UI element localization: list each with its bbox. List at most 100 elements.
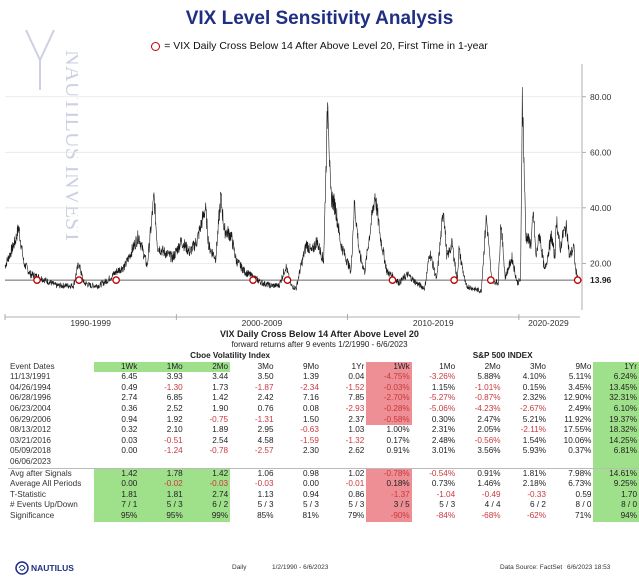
table-cell: 1.78 [139,467,185,480]
event-date: 06/06/2023 [10,456,51,466]
table-cell: -0.03 [184,479,231,490]
table-cell: 0.91% [457,467,503,480]
table-cell: 3.44 [212,372,229,382]
table-cell: 0.49 [121,382,138,392]
nautilus-logo: NAUTILUS [15,561,74,575]
table-cell: -2.34 [300,382,319,392]
watermark-logo: NAUTILUS INVESTMENT RESEARCH [25,29,78,240]
event-marker [573,276,582,284]
table-cell: -0.01 [345,479,365,489]
event-marker-icon [151,41,161,51]
table-cell: 5 / 3 [257,500,274,510]
table-cell: 10.06% [563,435,592,445]
event-row: 06/29/2006 0.94 1.92 -0.75 -1.31 1.50 2.37 -0.5… [8,414,639,426]
table-cell: 5.11% [568,372,592,382]
table-cell: 2.74 [121,393,138,403]
table-cell: 0.04 [348,372,365,382]
column-header-vix-1mo: 1Mo [139,361,185,373]
table-cell: 0.15% [522,382,546,392]
table-cell: 1.70 [593,489,639,501]
table-cell: 1.73 [212,382,229,392]
table-cell: -0.56% [474,435,501,445]
footer-timestamp: 6/6/2023 18:53 [567,564,611,571]
table-cell: 0.00 [121,446,138,456]
table-cell: -0.28% [366,403,412,415]
column-header-spx-9mo: 9Mo [575,361,592,371]
group-header-spx: S&P 500 INDEX [472,351,533,360]
event-marker [75,276,83,284]
table-cell [412,457,457,468]
table-cell: 8 / 0 [575,500,592,510]
table-cell: 5.88% [477,372,501,382]
table-title: VIX Daily Cross Below 14 After Above Lev… [220,329,419,339]
column-header-vix-1yr: 1Yr [351,361,365,371]
table-cell [185,457,230,468]
footer-source: Data Source: FactSet [500,564,563,571]
table-cell: -2.93 [345,403,365,413]
table-cell: -0.03% [366,382,412,394]
table-cell: 0.94 [302,489,319,499]
table-cell: 19.37% [593,414,639,426]
column-header-spx-2mo: 2Mo [484,361,501,371]
table-cell: 2.32% [522,393,546,403]
table-cell [321,457,366,468]
table-cell: 12.90% [563,393,592,403]
period-label: 2000-2009 [242,318,283,328]
table-cell: 7.98% [547,467,594,480]
summary-label: T-Statistic [10,489,46,499]
table-cell: 0.37% [568,446,592,456]
table-cell [276,457,321,468]
table-cell: 6.24% [593,372,639,383]
table-cell: 6.73% [568,479,592,489]
table-cell: 18.32% [593,425,639,436]
vix-chart: 80.00 60.00 40.00 20.00 13.96 1990-1999 2000-2… [4,64,612,328]
table-cell: 0.00 [302,479,319,489]
table-cell: 95% [139,510,185,522]
column-header-row: Event Dates 1Wk 1Mo 2Mo 3Mo 9Mo 1Yr 1Wk 1Mo 2Mo 3… [8,361,639,373]
table-cell: -0.87% [474,393,501,403]
table-cell: 0.08 [302,403,319,413]
event-row: 05/09/2018 0.00 -1.24 -0.78 -2.57 2.30 2.62 0.9… [8,446,639,457]
table-cell: -0.33 [527,489,546,499]
table-cell: -4.23% [474,403,501,413]
table-cell: -0.03 [254,479,274,489]
column-header-vix-9mo: 9Mo [302,361,319,371]
table-cell: 1.42 [93,467,140,480]
table-cell: 2.47% [477,414,501,424]
table-cell: 7.85 [348,393,365,403]
table-cell: -0.02 [139,479,185,490]
table-cell: 32.31% [593,393,639,404]
table-cell: 0.00 [93,479,140,490]
table-cell: -2.70% [366,393,412,404]
reference-line-label: 13.96 [590,275,612,285]
table-cell: 5 / 3 [139,500,185,511]
table-cell: 0.30% [431,414,456,424]
table-cell: 0.73% [431,479,456,489]
event-marker [112,276,121,284]
table-cell: 3.50 [257,372,274,382]
table-cell: -0.51 [164,435,183,445]
column-header-spx-3mo: 3Mo [530,361,546,371]
event-row: 06/23/2004 0.36 2.52 1.90 0.76 0.08 -2.93 -0.28… [8,403,639,415]
event-date: 11/13/1991 [10,372,51,382]
forward-returns-table: Cboe Volatility Index S&P 500 INDEX Even… [8,351,639,522]
table-cell: 5.21% [522,414,546,424]
period-label: 2020-2029 [528,318,569,328]
table-cell: -3.26% [429,372,456,382]
page-title: VIX Level Sensitivity Analysis [185,8,454,29]
event-row: 03/21/2016 0.03 -0.51 2.54 4.58 -1.59 -1.32 0.1… [8,435,639,447]
event-row: 04/26/1994 0.49 -1.30 1.73 -1.87 -2.34 -1.52 -0… [8,382,639,394]
table-cell: -5.06% [429,403,456,413]
table-cell: 2.62 [348,446,365,456]
table-cell: -1.37 [366,489,412,501]
table-cell: -1.24 [164,446,183,456]
table-cell: 2.48% [431,435,456,445]
table-cell: -1.04 [436,489,456,499]
event-marker [33,276,41,284]
event-date: 05/09/2018 [10,446,51,456]
table-cell: 1.46% [477,479,501,489]
table-cell [230,457,275,468]
table-cell: -2.11% [520,425,546,435]
table-cell: 5 / 3 [302,500,319,510]
table-cell: 0.03 [121,435,138,445]
